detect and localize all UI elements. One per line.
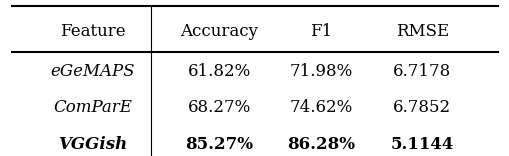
Text: 71.98%: 71.98% <box>289 63 352 80</box>
Text: F1: F1 <box>309 23 331 40</box>
Text: 5.1144: 5.1144 <box>390 136 453 153</box>
Text: 74.62%: 74.62% <box>289 99 352 116</box>
Text: Feature: Feature <box>60 23 125 40</box>
Text: ComParE: ComParE <box>53 99 132 116</box>
Text: 61.82%: 61.82% <box>187 63 250 80</box>
Text: 86.28%: 86.28% <box>287 136 354 153</box>
Text: 6.7852: 6.7852 <box>392 99 450 116</box>
Text: eGeMAPS: eGeMAPS <box>50 63 135 80</box>
Text: RMSE: RMSE <box>395 23 448 40</box>
Text: 85.27%: 85.27% <box>185 136 253 153</box>
Text: 68.27%: 68.27% <box>187 99 250 116</box>
Text: VGGish: VGGish <box>58 136 127 153</box>
Text: 6.7178: 6.7178 <box>392 63 450 80</box>
Text: Accuracy: Accuracy <box>180 23 258 40</box>
